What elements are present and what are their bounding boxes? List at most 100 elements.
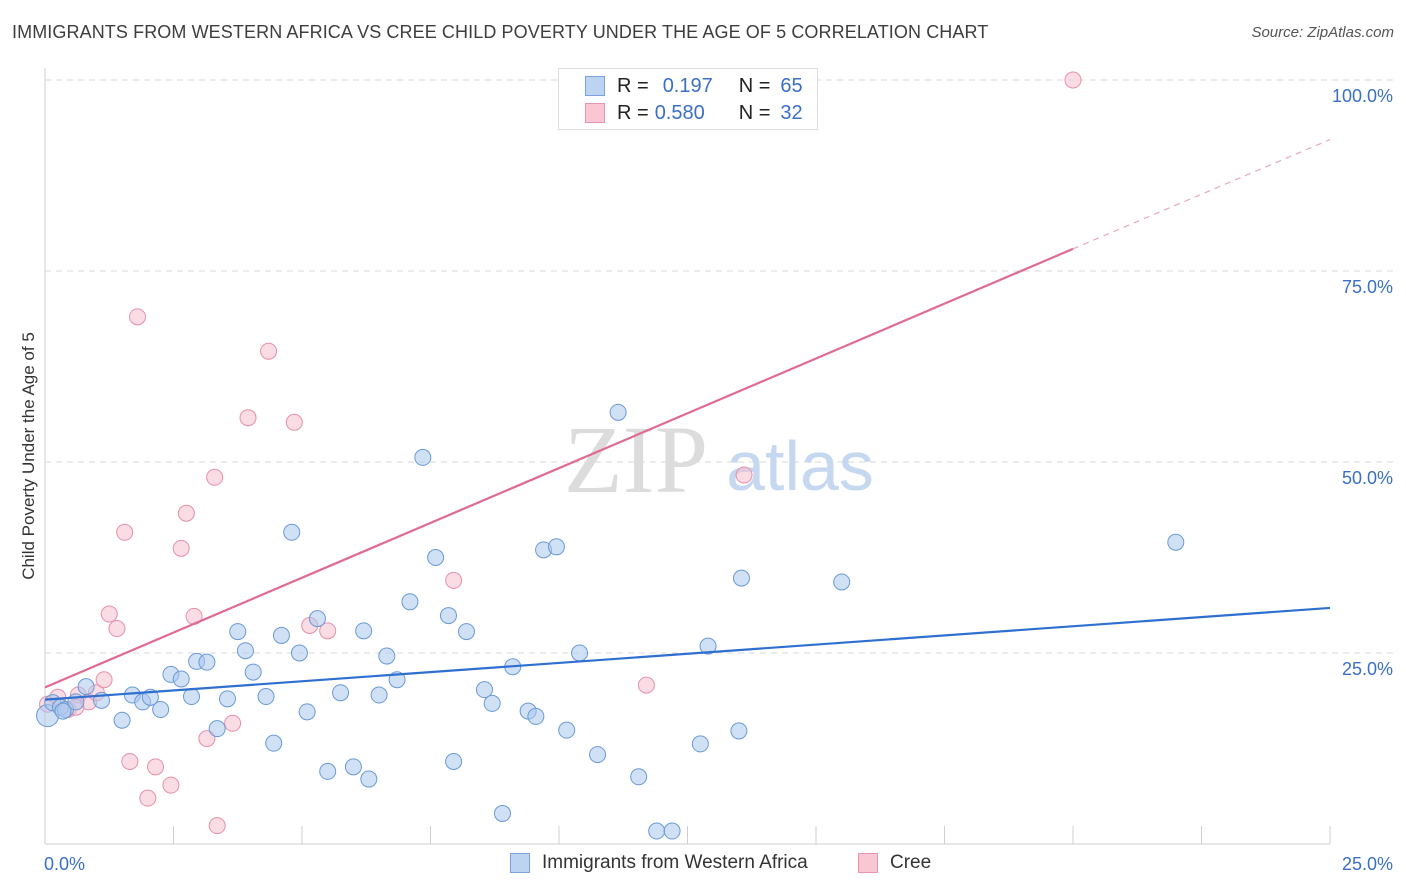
source-label: Source: ZipAtlas.com (1251, 24, 1394, 41)
western-africa-point (445, 752, 463, 770)
stats-legend: R = 0.197 N = 65 R = 0.580 N = 32 (558, 68, 818, 130)
cree-point (139, 789, 157, 807)
series-legend: Immigrants from Western Africa Cree (0, 852, 1406, 878)
western-africa-point (457, 623, 475, 641)
chart-title: IMMIGRANTS FROM WESTERN AFRICA VS CREE C… (12, 22, 989, 42)
western-africa-point (475, 681, 493, 699)
legend-label-cree: Cree (890, 852, 932, 873)
legend-row-cree: R = 0.580 N = 32 (585, 100, 803, 126)
legend-n-label: N = (738, 74, 771, 97)
cree-point (206, 468, 224, 486)
western-africa-point (113, 711, 131, 729)
western-africa-point (1167, 533, 1185, 551)
legend-item-cree[interactable]: Cree (858, 852, 931, 874)
legend-r-label: R = (617, 74, 649, 97)
cree-point (445, 571, 463, 589)
y-axis-label: Child Poverty Under the Age of 5 (19, 332, 38, 580)
western-africa-point (630, 768, 648, 786)
cree-point (285, 413, 303, 431)
y-tick-label: 100.0% (1332, 86, 1393, 106)
cree-point (319, 622, 337, 640)
western-africa-point (691, 735, 709, 753)
tick-labels: 25.0% 50.0% 75.0% 100.0% 0.0% 25.0% (44, 86, 1393, 874)
cree-point (1064, 71, 1082, 89)
western-africa-point (732, 569, 750, 587)
western-africa-point (172, 670, 190, 688)
legend-r-value: 0.580 (654, 101, 705, 124)
western-africa-point (198, 653, 216, 671)
trend-lines (44, 139, 1331, 701)
western-africa-point (308, 610, 326, 628)
cree-point (116, 523, 134, 541)
western-africa-point (401, 593, 419, 611)
cree-point (239, 409, 257, 427)
western-africa-trend-line (44, 606, 1331, 701)
gridlines (45, 79, 1395, 654)
western-africa-point (283, 523, 301, 541)
western-africa-point (833, 573, 851, 591)
y-tick-label: 25.0% (1342, 659, 1393, 679)
western-africa-point (378, 647, 396, 665)
western-africa-point (257, 688, 275, 706)
cree-trend-extension (1072, 139, 1331, 250)
western-africa-point (319, 762, 337, 780)
western-africa-point (663, 822, 681, 840)
western-africa-point (77, 678, 95, 696)
western-africa-point (609, 403, 627, 421)
western-africa-point (218, 690, 236, 708)
cree-point (735, 466, 753, 484)
western-africa-point (571, 644, 589, 662)
legend-n-value: 32 (780, 101, 803, 124)
cree-point (172, 539, 190, 557)
western-africa-point (427, 549, 445, 566)
western-africa-point (648, 822, 666, 840)
western-africa-point (558, 721, 576, 739)
x-tick-label: 0.0% (44, 854, 85, 874)
western-africa-point (483, 694, 501, 712)
western-africa-point (298, 703, 316, 721)
cree-point (129, 308, 147, 326)
legend-item-western-africa[interactable]: Immigrants from Western Africa (510, 852, 808, 874)
western-africa-point (344, 758, 362, 776)
cree-point (108, 620, 126, 638)
legend-r-value: 0.197 (662, 74, 713, 97)
cree-point (260, 342, 278, 360)
cree-point (100, 605, 118, 623)
western-africa-point (244, 663, 262, 681)
legend-swatch-cree (585, 103, 605, 123)
cree-point (162, 776, 180, 794)
western-africa-point (493, 804, 511, 822)
legend-label-western-africa: Immigrants from Western Africa (542, 852, 808, 873)
cree-point (208, 817, 226, 835)
western-africa-points (36, 403, 1185, 840)
western-africa-point (229, 623, 247, 641)
western-africa-point (182, 688, 200, 706)
watermark-atlas: atlas (726, 427, 874, 505)
western-africa-point (414, 448, 432, 466)
y-tick-label: 50.0% (1342, 468, 1393, 488)
western-africa-point (208, 720, 226, 738)
western-africa-point (370, 686, 388, 704)
cree-point (198, 730, 216, 748)
western-africa-point (699, 637, 717, 655)
western-africa-point (360, 770, 378, 788)
y-tick-label: 75.0% (1342, 277, 1393, 297)
cree-trend-line (44, 247, 1074, 689)
western-africa-point (265, 734, 283, 752)
legend-n-label: N = (738, 101, 771, 124)
legend-row-western-africa: R = 0.197 N = 65 (585, 73, 803, 99)
watermark: ZIP atlas (564, 406, 874, 513)
watermark-zip: ZIP (564, 406, 708, 513)
cree-point (95, 671, 113, 689)
western-africa-point (332, 684, 350, 702)
x-tick-label: 25.0% (1342, 854, 1393, 874)
western-africa-point (236, 642, 254, 660)
legend-swatch-western-africa (510, 853, 530, 873)
cree-point (147, 758, 165, 776)
western-africa-point (290, 644, 308, 662)
legend-r-label: R = (617, 101, 649, 124)
western-africa-point (730, 722, 748, 740)
cree-point (177, 504, 195, 522)
western-africa-point (54, 702, 72, 720)
